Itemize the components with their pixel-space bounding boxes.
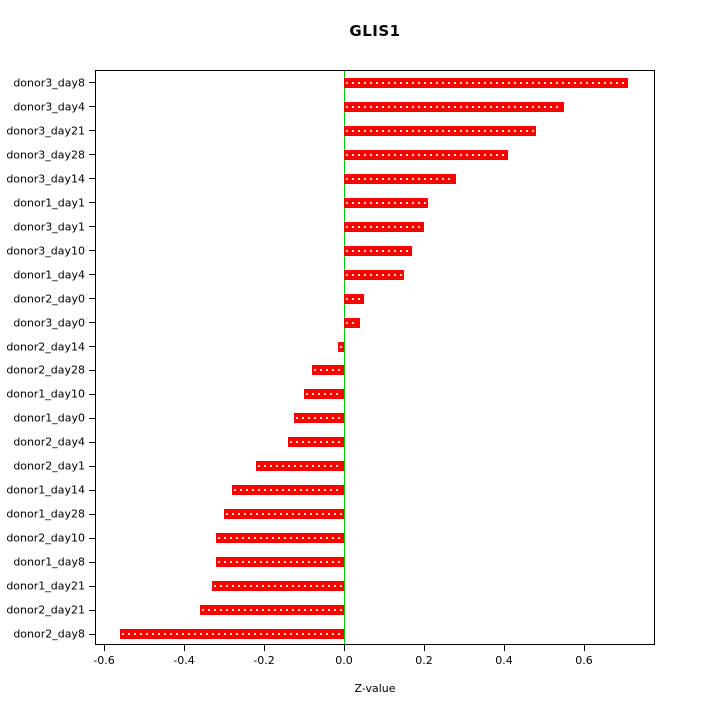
bar-donor2_day0	[344, 293, 364, 304]
y-axis-label-donor2_day1: donor2_day1	[13, 459, 85, 473]
x-tick	[343, 644, 345, 651]
y-tick	[89, 202, 96, 204]
y-tick	[89, 561, 96, 563]
y-axis-label-donor3_day8: donor3_day8	[13, 76, 85, 90]
x-tick	[503, 644, 505, 651]
y-tick	[89, 393, 96, 395]
bar-donor3_day1	[344, 221, 424, 232]
x-tick-label: -0.6	[93, 654, 115, 667]
bar-donor1_day8	[216, 557, 344, 568]
bar-donor2_day21	[200, 605, 344, 616]
y-tick	[89, 513, 96, 515]
y-tick	[89, 609, 96, 611]
x-tick-label: 0.2	[415, 654, 433, 667]
y-tick	[89, 465, 96, 467]
x-tick	[423, 644, 425, 651]
bar-donor1_day28	[224, 509, 344, 520]
y-axis-label-donor2_day14: donor2_day14	[6, 340, 85, 354]
y-axis-label-donor1_day10: donor1_day10	[6, 387, 85, 401]
y-tick	[89, 82, 96, 84]
y-axis-label-donor2_day10: donor2_day10	[6, 531, 85, 545]
y-axis-label-donor2_day8: donor2_day8	[13, 627, 85, 641]
bar-donor1_day10	[304, 389, 344, 400]
x-tick-label: 0.6	[575, 654, 593, 667]
y-tick	[89, 346, 96, 348]
bar-donor3_day8	[344, 77, 628, 88]
y-axis-label-donor1_day14: donor1_day14	[6, 483, 85, 497]
zero-line	[343, 71, 345, 644]
plot-area: donor3_day8 donor3_day4 donor3_day21 donor3…	[6, 70, 655, 667]
bar-donor3_day0	[344, 317, 360, 328]
y-axis-label-donor3_day28: donor3_day28	[6, 148, 85, 162]
bar-donor3_day28	[344, 149, 508, 160]
bar-donor1_day1	[344, 197, 428, 208]
bar-donor2_day1	[256, 461, 344, 472]
bar-donor1_day14	[232, 485, 344, 496]
y-axis-label-donor3_day4: donor3_day4	[13, 100, 85, 114]
x-tick	[103, 644, 105, 651]
bar-donor1_day4	[344, 269, 404, 280]
y-tick	[89, 489, 96, 491]
chart-title: GLIS1	[349, 22, 401, 40]
bar-donor2_day14	[338, 341, 344, 352]
x-tick	[263, 644, 265, 651]
y-tick	[89, 633, 96, 635]
y-tick	[89, 417, 96, 419]
bar-donor2_day10	[216, 533, 344, 544]
y-axis-label-donor1_day0: donor1_day0	[13, 411, 85, 425]
x-tick	[583, 644, 585, 651]
bar-donor3_day21	[344, 125, 536, 136]
y-tick	[89, 154, 96, 156]
y-axis-label-donor2_day28: donor2_day28	[6, 363, 85, 377]
y-axis-label-donor1_day4: donor1_day4	[13, 268, 85, 282]
y-axis-label-donor2_day21: donor2_day21	[6, 603, 85, 617]
y-axis-label-donor3_day21: donor3_day21	[6, 124, 85, 138]
bar-donor3_day10	[344, 245, 412, 256]
x-tick-label: 0.0	[335, 654, 353, 667]
y-axis-label-donor1_day21: donor1_day21	[6, 579, 85, 593]
y-tick	[89, 106, 96, 108]
x-tick-label: 0.4	[495, 654, 513, 667]
x-tick-label: -0.2	[253, 654, 275, 667]
y-axis-label-donor3_day1: donor3_day1	[13, 220, 85, 234]
bar-donor1_day21	[212, 581, 344, 592]
y-tick	[89, 226, 96, 228]
y-tick	[89, 585, 96, 587]
y-axis-label-donor1_day1: donor1_day1	[13, 196, 85, 210]
y-tick	[89, 130, 96, 132]
y-tick	[89, 369, 96, 371]
y-axis-label-donor3_day10: donor3_day10	[6, 244, 85, 258]
y-axis-label-donor2_day4: donor2_day4	[13, 435, 85, 449]
bar-donor2_day8	[120, 629, 344, 640]
bar-donor3_day4	[344, 101, 564, 112]
y-tick	[89, 441, 96, 443]
y-tick	[89, 322, 96, 324]
y-tick	[89, 250, 96, 252]
bar-donor3_day14	[344, 173, 456, 184]
bar-donor2_day4	[288, 437, 344, 448]
x-axis-title: Z-value	[354, 682, 396, 695]
x-tick-label: -0.4	[173, 654, 195, 667]
bar-donor1_day0	[294, 413, 344, 424]
bar-donor2_day28	[312, 365, 344, 376]
x-tick	[183, 644, 185, 651]
y-axis-label-donor3_day0: donor3_day0	[13, 316, 85, 330]
y-axis-label-donor1_day8: donor1_day8	[13, 555, 85, 569]
y-axis-label-donor2_day0: donor2_day0	[13, 292, 85, 306]
y-tick	[89, 537, 96, 539]
y-axis-label-donor1_day28: donor1_day28	[6, 507, 85, 521]
y-tick	[89, 178, 96, 180]
y-tick	[89, 274, 96, 276]
y-axis-label-donor3_day14: donor3_day14	[6, 172, 85, 186]
y-tick	[89, 298, 96, 300]
